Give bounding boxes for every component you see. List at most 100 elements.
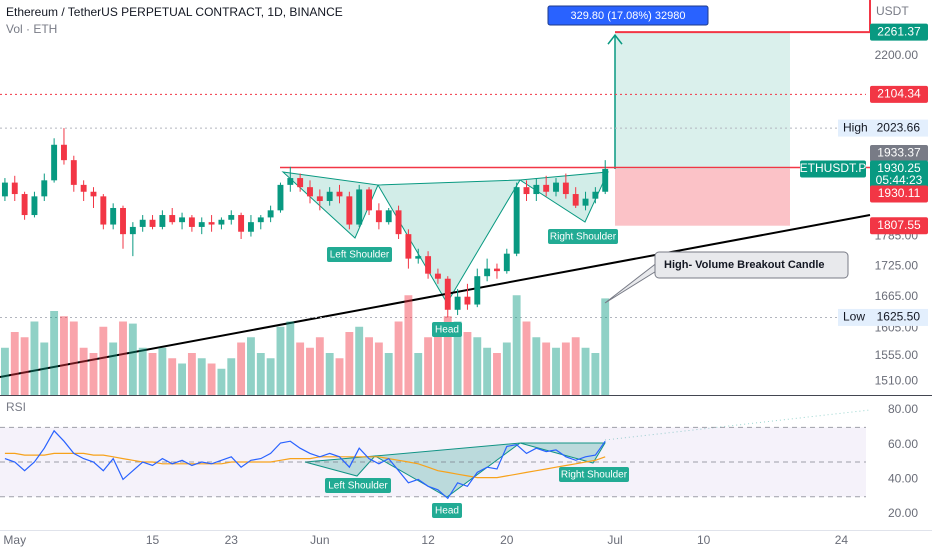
volume-bar	[591, 353, 600, 395]
x-tick-label: 10	[697, 533, 711, 547]
countdown: 05:44:23	[876, 173, 923, 187]
right-shoulder-label: Right Shoulder	[550, 232, 617, 243]
volume-bar	[384, 353, 393, 395]
volume-bar	[483, 347, 492, 395]
rsi-left-shoulder-label-box	[325, 478, 391, 493]
candle-body	[464, 296, 471, 305]
symbol-box	[800, 160, 866, 178]
position-profit	[615, 32, 790, 170]
volume-bar	[276, 326, 285, 395]
head-label: Head	[435, 325, 459, 336]
volume-bar	[512, 295, 521, 395]
candle-body	[80, 184, 87, 192]
candle-body	[474, 276, 481, 305]
volume-bar	[581, 347, 590, 395]
candle-body	[70, 160, 77, 185]
candle-body	[110, 207, 117, 225]
volume-bar	[138, 347, 147, 395]
candle-body	[336, 191, 343, 197]
volume-bar	[50, 311, 59, 395]
volume-bar	[561, 342, 570, 395]
stop-label-box	[870, 217, 928, 235]
volume-bar	[296, 342, 305, 395]
candle-body	[582, 198, 589, 206]
volume-bar	[119, 321, 127, 395]
volume-bar	[247, 337, 255, 395]
candle-body	[415, 256, 422, 259]
volume-bar	[433, 332, 442, 395]
level-value-box	[870, 145, 928, 163]
candle-body	[41, 180, 48, 197]
y-tick-label: 1725.00	[875, 258, 919, 272]
candle-body	[553, 182, 559, 192]
volume-bar	[20, 337, 29, 395]
candle-body	[198, 222, 205, 227]
candle-body	[149, 219, 156, 227]
volume-bar	[109, 342, 118, 395]
rsi-left-shoulder-shape	[304, 455, 377, 477]
candle-body	[434, 273, 441, 279]
volume-bar	[217, 368, 226, 395]
stop-label: 1807.55	[877, 218, 921, 232]
rsi-head-label-box	[432, 503, 462, 518]
volume-bar	[187, 353, 196, 395]
volume-bar	[443, 316, 452, 395]
target-label-box	[870, 23, 928, 41]
candle-body	[494, 268, 500, 272]
candle-body	[513, 187, 520, 254]
level-value: 2104.34	[877, 86, 921, 100]
volume-bar	[532, 337, 541, 395]
y-tick-label: 1510.00	[875, 373, 919, 387]
volume-bar	[148, 353, 157, 395]
candle-body	[179, 217, 186, 223]
rsi-tick-label: 40.00	[888, 472, 918, 486]
candle-body	[228, 215, 235, 220]
volume-bar	[493, 353, 501, 395]
rsi-ma-line	[4, 452, 606, 479]
callout-box	[654, 251, 849, 279]
level-name: Low	[843, 310, 865, 324]
volume-bar	[207, 363, 216, 395]
x-tick-label: May	[3, 533, 26, 547]
candle-body	[267, 210, 274, 218]
trend-line	[0, 214, 871, 378]
candle-body	[523, 187, 530, 195]
x-tick-label: 20	[500, 533, 514, 547]
volume-bar	[325, 353, 334, 395]
position-label: 329.80 (17.08%) 32980	[571, 10, 686, 22]
candle-body	[562, 182, 569, 195]
level-value: 2023.66	[877, 120, 921, 134]
x-tick-label: 23	[225, 533, 239, 547]
candle-body	[454, 296, 461, 310]
left-shoulder-shape	[281, 171, 379, 239]
volume-bar	[128, 323, 137, 395]
volume-bar	[89, 353, 98, 395]
currency-label: USDT	[876, 4, 909, 18]
volume-bar	[453, 321, 462, 395]
volume-bar	[502, 342, 511, 395]
candle-body	[129, 226, 136, 235]
chart-title: Ethereum / TetherUS PERPETUAL CONTRACT, …	[6, 5, 343, 19]
candle-body	[385, 210, 392, 223]
candle-body	[1, 182, 8, 197]
candle-body	[208, 222, 215, 225]
y-tick-label: 1665.00	[875, 289, 919, 303]
volume-bar	[30, 321, 39, 395]
candle-body	[277, 184, 284, 211]
candle-body	[366, 189, 372, 211]
candle-body	[51, 144, 58, 181]
volume-bar	[79, 347, 88, 395]
candle-body	[484, 268, 491, 277]
candle-body	[169, 215, 176, 223]
rsi-right-shoulder-label: Right Shoulder	[561, 470, 628, 481]
volume-bar	[355, 326, 364, 395]
level-value: 1625.50	[877, 310, 921, 324]
volume-bar	[158, 347, 167, 395]
candle-body	[444, 278, 451, 310]
candle-body	[100, 196, 107, 225]
candle-body	[533, 184, 540, 195]
volume-bar	[335, 358, 344, 395]
right-shoulder-label-box	[548, 229, 618, 244]
y-tick-label: 2200.00	[875, 48, 919, 62]
